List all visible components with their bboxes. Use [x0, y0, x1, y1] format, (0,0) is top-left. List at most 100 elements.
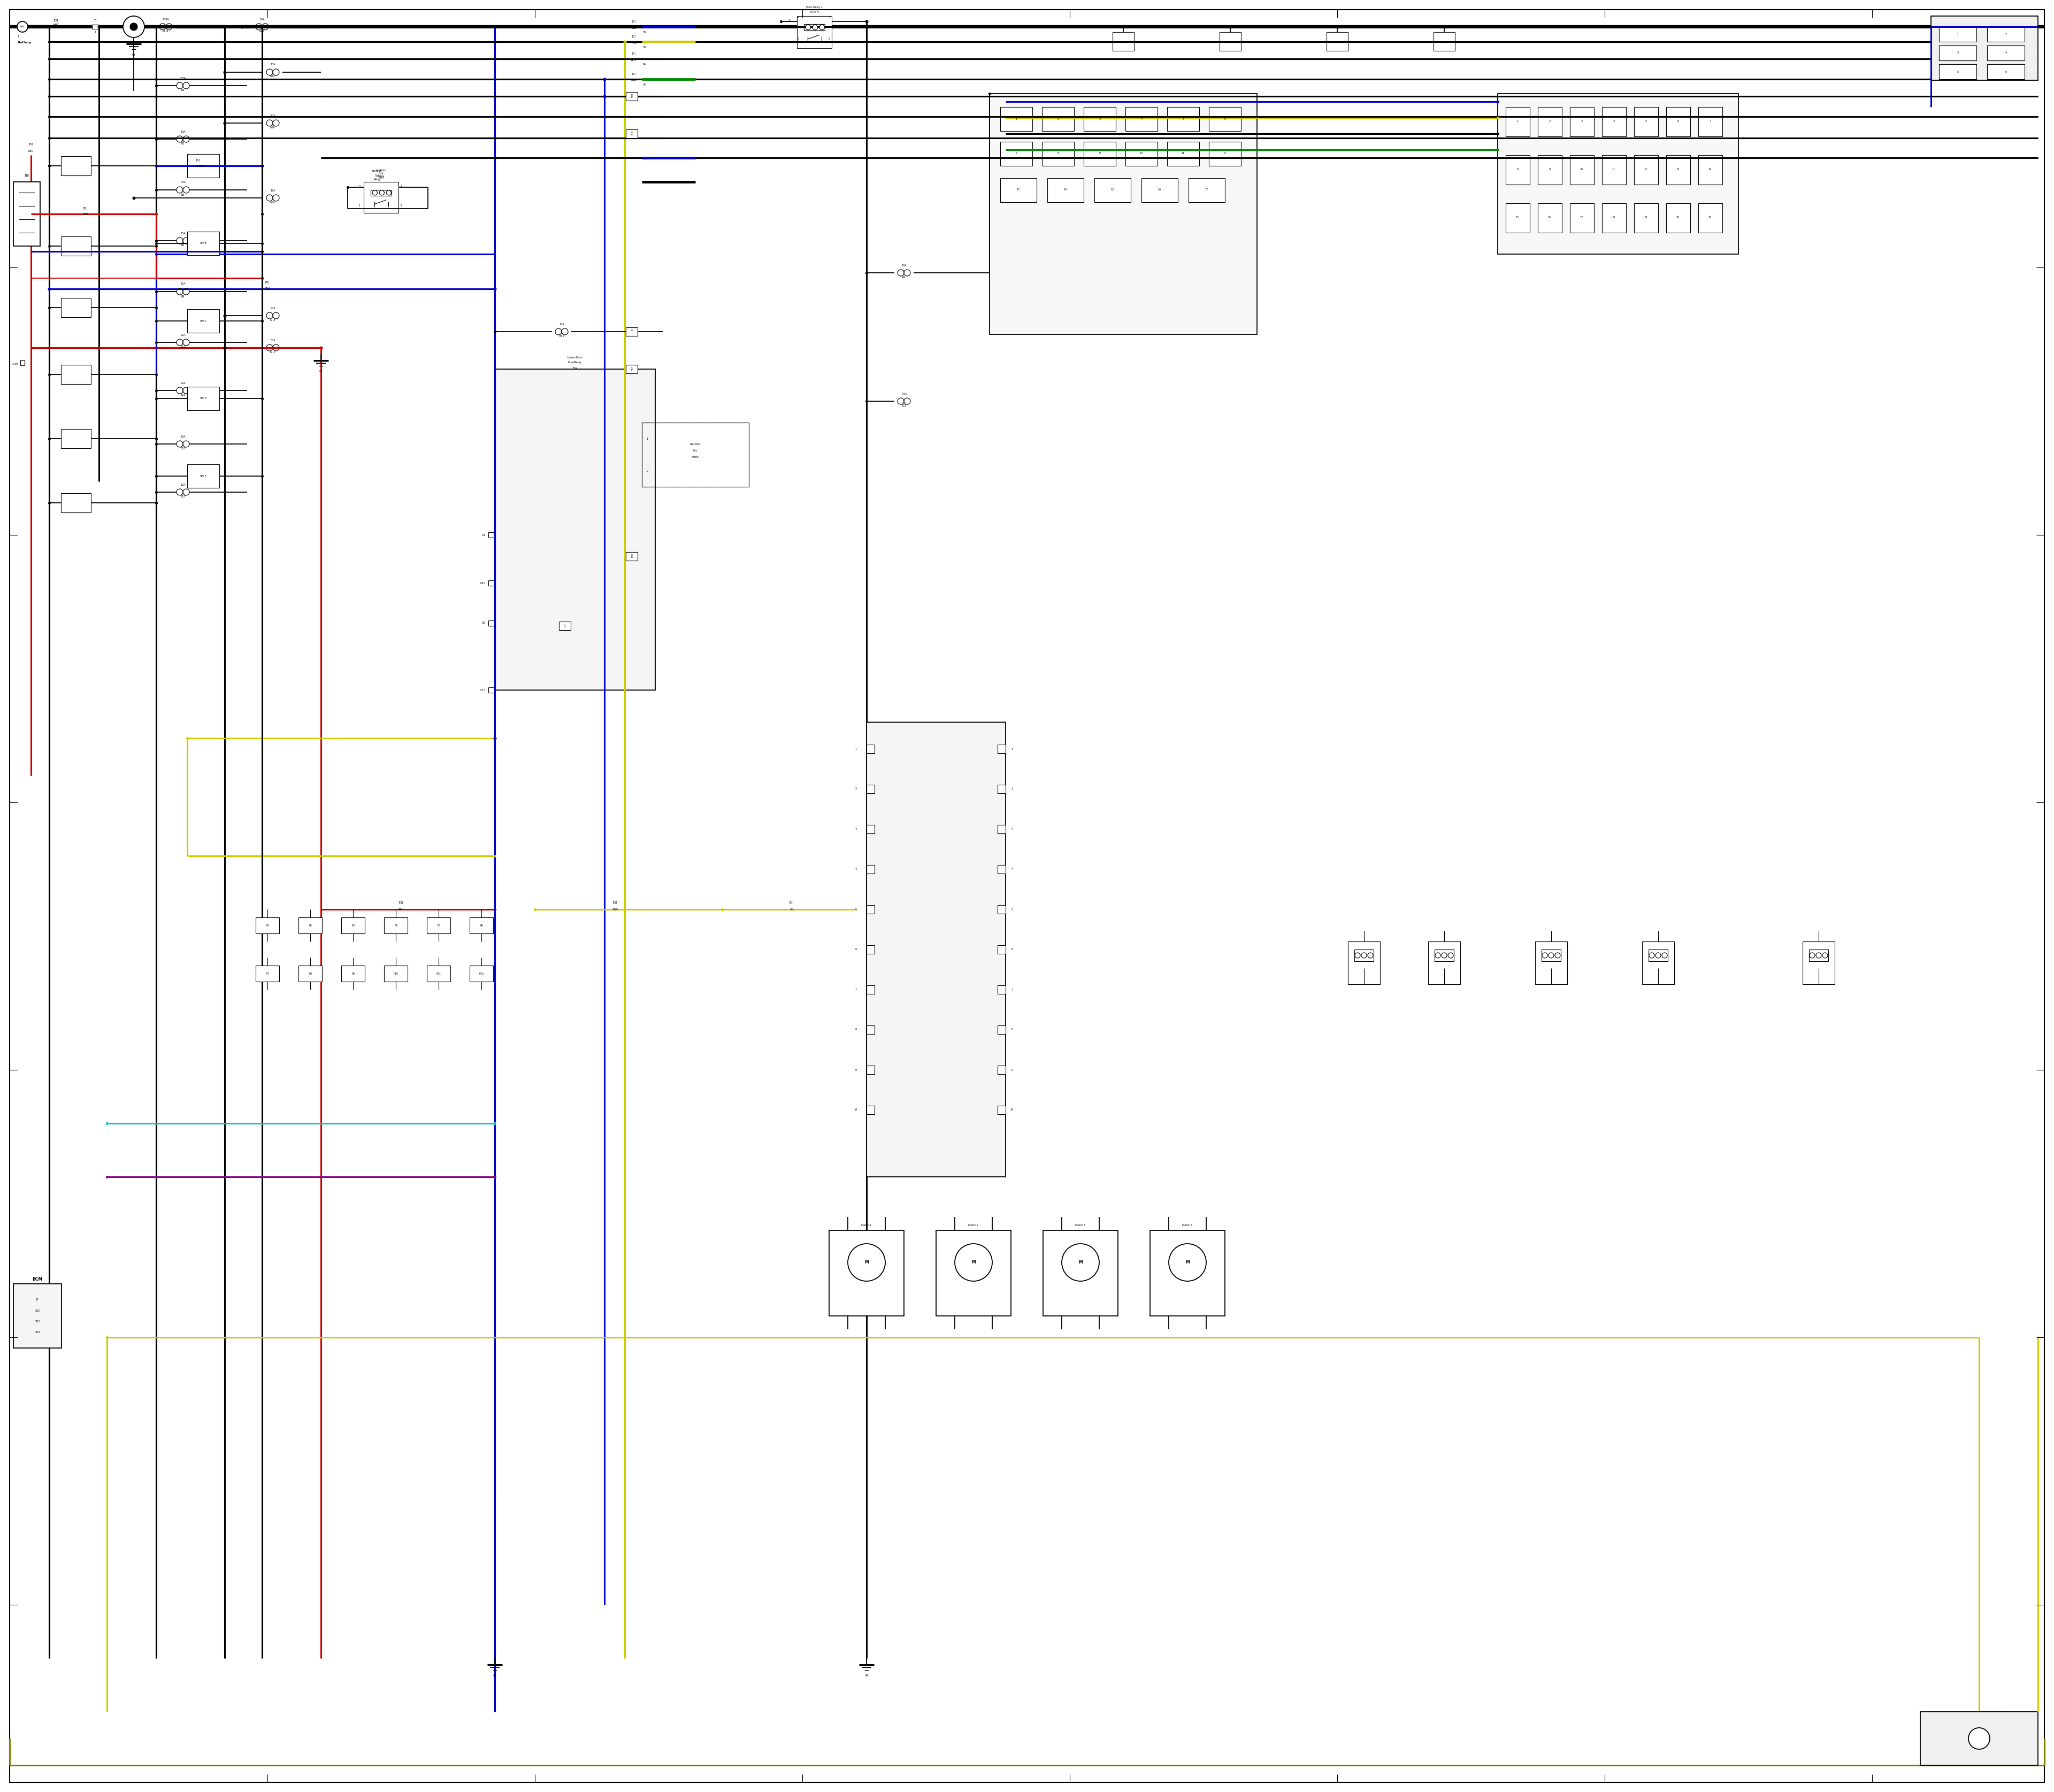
Bar — [1649, 950, 1668, 961]
Bar — [1113, 32, 1134, 50]
Circle shape — [1816, 953, 1822, 959]
Text: 16A: 16A — [271, 190, 275, 192]
Text: 10: 10 — [1140, 152, 1144, 154]
Text: Box: Box — [573, 367, 577, 369]
Text: 11: 11 — [1612, 168, 1614, 170]
Text: B11: B11 — [181, 346, 185, 348]
Bar — [489, 620, 495, 625]
Bar — [62, 237, 90, 256]
Text: 7.5A: 7.5A — [181, 77, 187, 79]
Bar — [641, 423, 750, 487]
Bar — [1041, 142, 1074, 167]
Bar — [1000, 177, 1037, 202]
Text: BRN: BRN — [398, 909, 405, 910]
Text: R4: R4 — [1442, 27, 1446, 29]
Bar — [489, 688, 495, 694]
Text: 20: 20 — [1676, 217, 1680, 219]
Bar — [1699, 202, 1723, 233]
Bar — [867, 905, 875, 914]
Text: G4: G4 — [865, 1674, 869, 1677]
Text: P10: P10 — [394, 973, 398, 975]
Bar — [867, 745, 875, 753]
Text: SW-A: SW-A — [199, 165, 207, 167]
Bar — [1986, 27, 2025, 41]
Text: BLU: BLU — [631, 27, 637, 29]
Text: B1: B1 — [181, 90, 185, 91]
Text: 12: 12 — [1643, 168, 1647, 170]
Text: SW-C: SW-C — [199, 319, 207, 323]
Bar — [187, 231, 220, 254]
Bar — [1666, 202, 1690, 233]
Bar — [1354, 950, 1374, 961]
Bar — [1434, 32, 1454, 50]
Text: SW-E: SW-E — [199, 475, 207, 477]
Bar — [1167, 142, 1200, 167]
Text: B13: B13 — [181, 394, 185, 396]
Text: T1: T1 — [94, 20, 97, 22]
Bar — [867, 785, 875, 794]
Bar — [937, 1231, 1011, 1315]
Bar — [641, 423, 750, 487]
Circle shape — [1543, 953, 1547, 959]
Text: [EJ]: [EJ] — [265, 281, 269, 283]
Circle shape — [16, 22, 29, 32]
Bar — [427, 918, 450, 934]
Text: 66: 66 — [643, 63, 647, 66]
Text: [EJ]: [EJ] — [195, 159, 199, 161]
Circle shape — [1549, 953, 1555, 959]
Circle shape — [1169, 1244, 1206, 1281]
Bar — [187, 464, 220, 487]
Bar — [867, 1066, 875, 1073]
Circle shape — [123, 16, 144, 38]
Bar — [1939, 65, 1976, 79]
Bar — [62, 297, 90, 317]
Bar — [62, 428, 90, 448]
Bar — [1538, 108, 1561, 136]
Bar — [998, 1025, 1006, 1034]
Text: 10: 10 — [1011, 1109, 1015, 1111]
Circle shape — [129, 23, 138, 30]
Text: 13: 13 — [1017, 188, 1021, 192]
Bar — [14, 181, 41, 246]
Text: 10A: 10A — [181, 484, 185, 486]
Bar — [998, 944, 1006, 953]
Text: 15A: 15A — [181, 435, 185, 437]
Text: YEL: YEL — [789, 909, 795, 910]
Text: WHT: WHT — [631, 59, 637, 61]
Bar — [1142, 177, 1177, 202]
Text: 17: 17 — [1206, 188, 1208, 192]
Circle shape — [820, 25, 824, 30]
Circle shape — [1442, 953, 1446, 959]
Bar — [470, 918, 493, 934]
Text: G3: G3 — [493, 1674, 497, 1677]
Circle shape — [848, 1244, 885, 1281]
Bar — [998, 1066, 1006, 1073]
Bar — [1543, 950, 1561, 961]
Text: BLU: BLU — [195, 165, 201, 167]
Text: PGM-FI: PGM-FI — [809, 11, 820, 13]
Bar — [1986, 45, 2025, 61]
Bar — [364, 181, 398, 213]
Text: R3: R3 — [1335, 27, 1339, 29]
Text: Main Relay 1: Main Relay 1 — [805, 5, 824, 9]
Bar — [1569, 108, 1594, 136]
Circle shape — [805, 25, 811, 30]
Text: P7: P7 — [265, 973, 269, 975]
Text: P5: P5 — [438, 925, 440, 926]
Text: 13: 13 — [1676, 168, 1680, 170]
Text: 50A: 50A — [271, 339, 275, 342]
Bar — [867, 1106, 875, 1115]
Text: 15: 15 — [1111, 188, 1113, 192]
Bar — [1602, 202, 1627, 233]
Text: Relay: Relay — [374, 179, 380, 181]
Text: S23: S23 — [35, 1321, 39, 1322]
Bar — [559, 622, 571, 631]
Bar — [1347, 941, 1380, 984]
Text: A1-6: A1-6 — [162, 30, 168, 32]
Text: Coil: Coil — [374, 174, 380, 177]
Bar — [62, 493, 90, 513]
Text: 42: 42 — [643, 82, 647, 86]
Text: M: M — [1185, 1260, 1189, 1265]
Bar — [626, 129, 637, 138]
Bar — [1931, 16, 2038, 81]
